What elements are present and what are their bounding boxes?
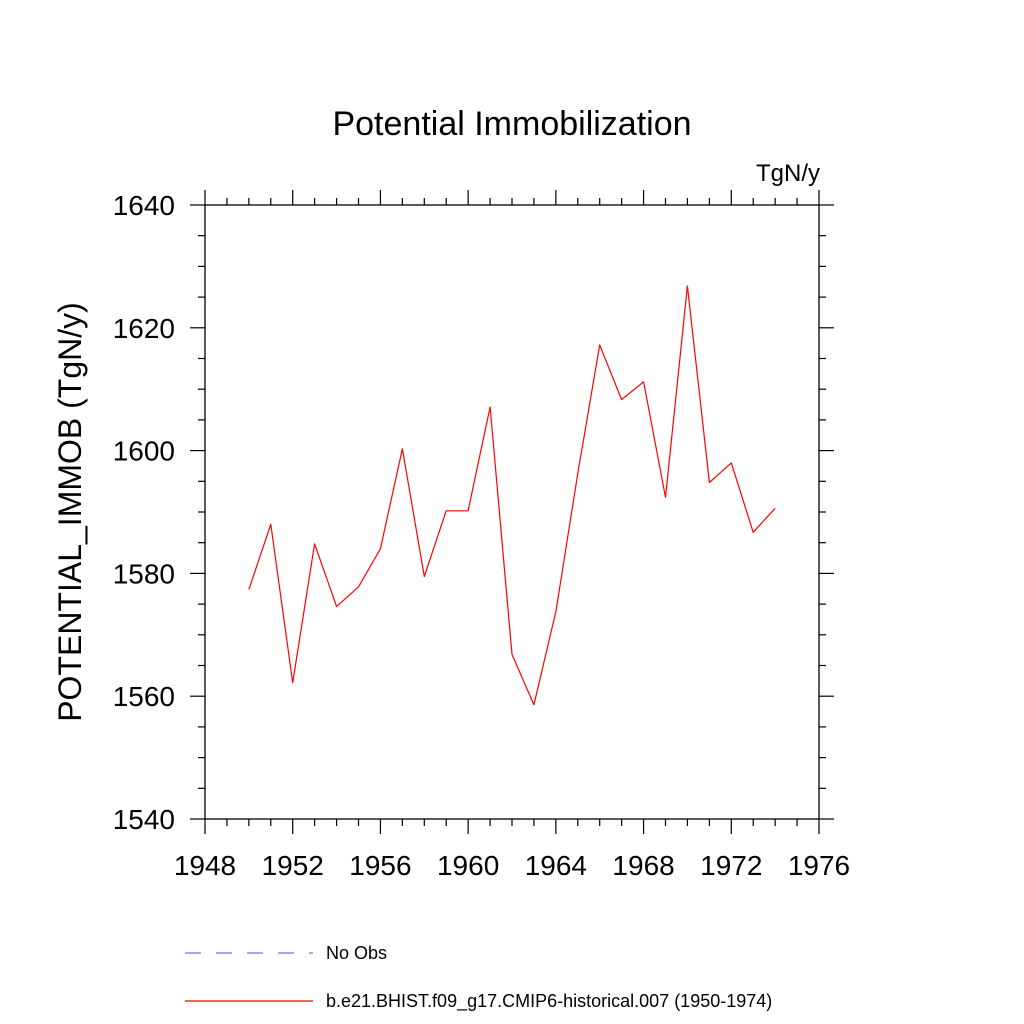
y-tick-label: 1600 bbox=[113, 436, 175, 467]
y-tick-label: 1560 bbox=[113, 681, 175, 712]
x-tick-label: 1976 bbox=[788, 850, 850, 881]
x-tick-label: 1948 bbox=[174, 850, 236, 881]
x-tick-label: 1960 bbox=[437, 850, 499, 881]
x-tick-label: 1952 bbox=[262, 850, 324, 881]
x-tick-label: 1956 bbox=[349, 850, 411, 881]
y-tick-label: 1620 bbox=[113, 313, 175, 344]
y-tick-label: 1540 bbox=[113, 804, 175, 835]
x-tick-label: 1972 bbox=[700, 850, 762, 881]
legend-no-obs-label: No Obs bbox=[326, 943, 387, 963]
x-tick-label: 1968 bbox=[612, 850, 674, 881]
plot-frame bbox=[204, 204, 820, 820]
y-tick-label: 1580 bbox=[113, 558, 175, 589]
x-tick-label: 1964 bbox=[525, 850, 587, 881]
series-group bbox=[248, 285, 776, 706]
series-line bbox=[248, 285, 776, 706]
y-tick-label: 1640 bbox=[113, 190, 175, 221]
legend: No Obs b.e21.BHIST.f09_g17.CMIP6-histori… bbox=[185, 943, 772, 1012]
y-axis-label: POTENTIAL_IMMOB (TgN/y) bbox=[52, 302, 88, 722]
units-label: TgN/y bbox=[756, 160, 820, 187]
legend-series-label: b.e21.BHIST.f09_g17.CMIP6-historical.007… bbox=[326, 991, 772, 1012]
axis-ticks: 1948 1952 1956 1960 1964 1968 1972 1976 1540 1560… bbox=[113, 190, 850, 881]
chart-title: Potential Immobilization bbox=[332, 105, 691, 143]
